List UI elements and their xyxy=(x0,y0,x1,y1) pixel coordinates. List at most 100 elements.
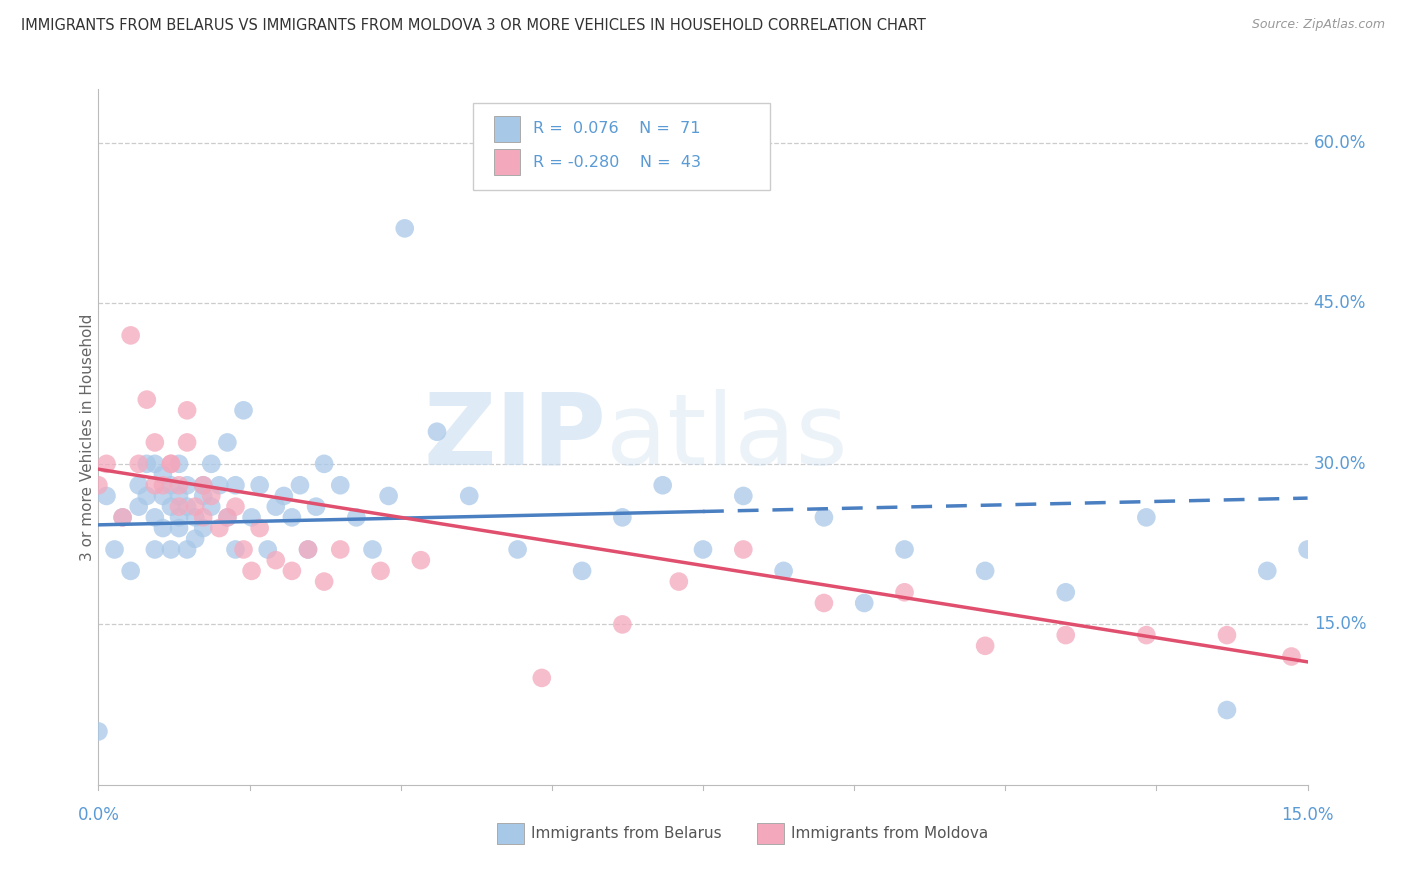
Point xyxy=(111,510,134,524)
Point xyxy=(143,510,166,524)
Point xyxy=(120,564,142,578)
Point xyxy=(217,510,239,524)
Point xyxy=(264,500,287,514)
Point xyxy=(135,392,157,407)
Point xyxy=(344,510,367,524)
Point xyxy=(176,542,198,557)
Point xyxy=(176,403,198,417)
FancyBboxPatch shape xyxy=(494,116,520,142)
Point xyxy=(651,478,673,492)
Point xyxy=(288,478,311,492)
Point xyxy=(232,403,254,417)
Point xyxy=(893,585,915,599)
Point xyxy=(143,435,166,450)
Point xyxy=(281,564,304,578)
Point xyxy=(217,435,239,450)
Point xyxy=(974,564,997,578)
Point xyxy=(103,542,125,557)
Point xyxy=(1135,628,1157,642)
Point xyxy=(893,542,915,557)
Point xyxy=(208,521,231,535)
Point xyxy=(96,489,118,503)
Point xyxy=(1296,542,1319,557)
Point xyxy=(128,478,150,492)
Text: Source: ZipAtlas.com: Source: ZipAtlas.com xyxy=(1251,18,1385,31)
Text: Immigrants from Moldova: Immigrants from Moldova xyxy=(792,826,988,841)
Point xyxy=(200,489,222,503)
Point xyxy=(530,671,553,685)
Point xyxy=(167,500,190,514)
Point xyxy=(813,596,835,610)
Point xyxy=(193,489,215,503)
Point xyxy=(184,510,207,524)
Point xyxy=(152,467,174,482)
Text: R =  0.076    N =  71: R = 0.076 N = 71 xyxy=(533,121,700,136)
FancyBboxPatch shape xyxy=(494,149,520,176)
Point xyxy=(167,478,190,492)
Point xyxy=(224,542,246,557)
Point xyxy=(329,478,352,492)
Point xyxy=(264,553,287,567)
Point xyxy=(692,542,714,557)
Point xyxy=(143,542,166,557)
Text: ZIP: ZIP xyxy=(423,389,606,485)
Point xyxy=(281,510,304,524)
Point xyxy=(135,457,157,471)
Point xyxy=(1054,585,1077,599)
Point xyxy=(152,521,174,535)
Point xyxy=(240,564,263,578)
Text: 0.0%: 0.0% xyxy=(77,805,120,824)
Point xyxy=(1256,564,1278,578)
Point xyxy=(193,478,215,492)
Point xyxy=(297,542,319,557)
Point xyxy=(1054,628,1077,642)
Text: 45.0%: 45.0% xyxy=(1313,294,1367,312)
Text: 15.0%: 15.0% xyxy=(1313,615,1367,633)
Point xyxy=(143,478,166,492)
Point xyxy=(305,500,328,514)
Point xyxy=(152,489,174,503)
Text: 15.0%: 15.0% xyxy=(1281,805,1334,824)
Point xyxy=(160,500,183,514)
Point xyxy=(297,542,319,557)
Point xyxy=(733,542,755,557)
Y-axis label: 3 or more Vehicles in Household: 3 or more Vehicles in Household xyxy=(80,313,94,561)
Point xyxy=(249,521,271,535)
Point xyxy=(120,328,142,343)
Point xyxy=(668,574,690,589)
Point xyxy=(193,510,215,524)
Point xyxy=(128,500,150,514)
Point xyxy=(167,489,190,503)
Point xyxy=(733,489,755,503)
FancyBboxPatch shape xyxy=(498,823,524,844)
Point xyxy=(409,553,432,567)
Point xyxy=(426,425,449,439)
Point xyxy=(152,478,174,492)
Point xyxy=(167,521,190,535)
Text: R = -0.280    N =  43: R = -0.280 N = 43 xyxy=(533,154,700,169)
Text: Immigrants from Belarus: Immigrants from Belarus xyxy=(531,826,721,841)
Point xyxy=(217,510,239,524)
Point xyxy=(167,457,190,471)
Point xyxy=(193,521,215,535)
Point xyxy=(249,478,271,492)
Point xyxy=(256,542,278,557)
Point xyxy=(176,435,198,450)
Point xyxy=(612,510,634,524)
Point xyxy=(111,510,134,524)
Point xyxy=(370,564,392,578)
Text: atlas: atlas xyxy=(606,389,848,485)
Point xyxy=(184,532,207,546)
Point xyxy=(160,478,183,492)
Point xyxy=(571,564,593,578)
Point xyxy=(200,500,222,514)
Point xyxy=(160,542,183,557)
Point xyxy=(135,489,157,503)
Point xyxy=(1216,628,1239,642)
Point xyxy=(87,478,110,492)
FancyBboxPatch shape xyxy=(758,823,785,844)
Point xyxy=(314,457,336,471)
Point xyxy=(128,457,150,471)
Point xyxy=(361,542,384,557)
Point xyxy=(224,500,246,514)
